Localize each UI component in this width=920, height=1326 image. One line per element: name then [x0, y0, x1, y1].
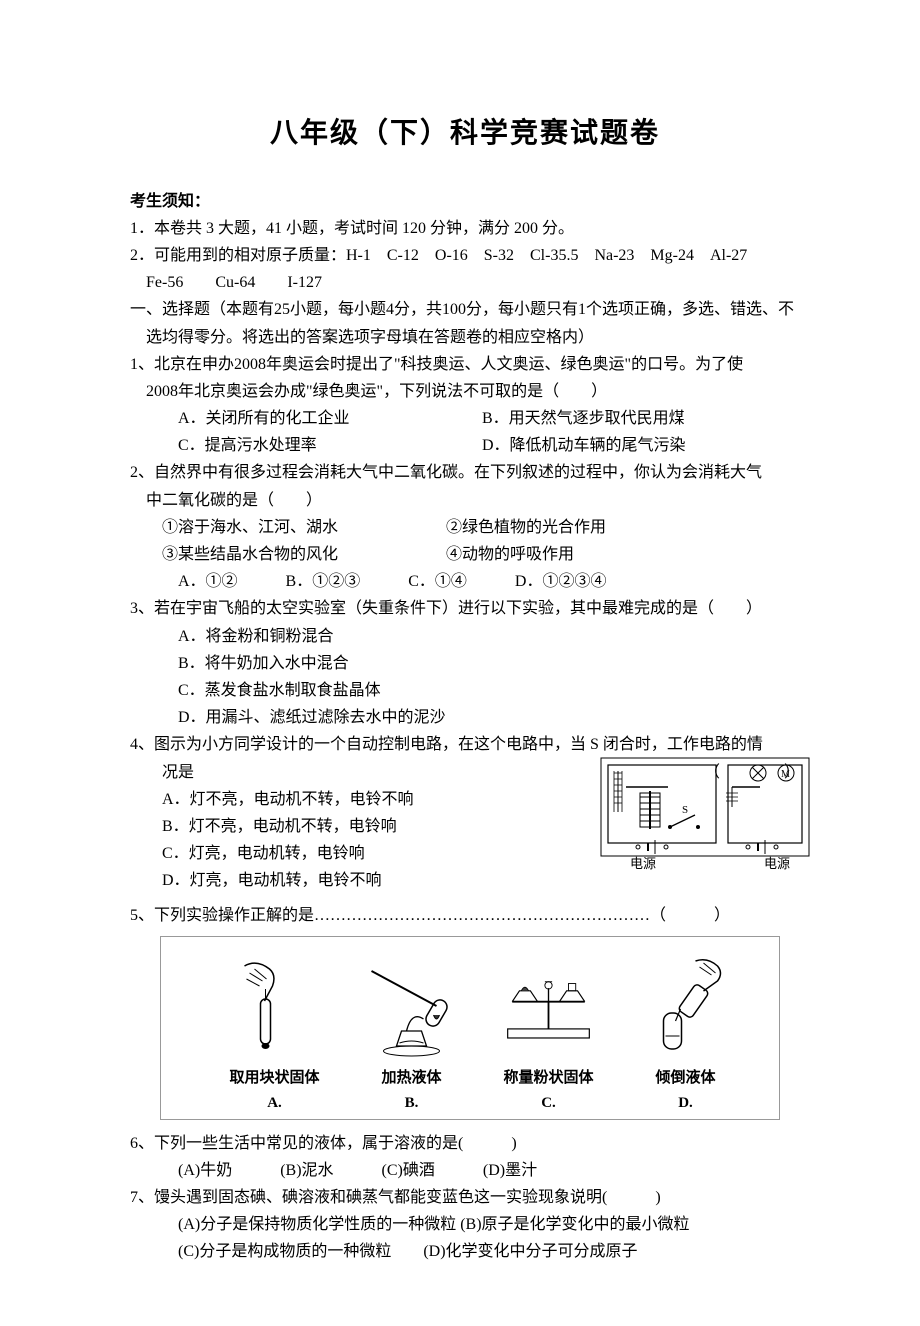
- notice-line-3: Fe-56 Cu-64 I-127: [130, 269, 800, 296]
- section1-text: 一、选择题（本题有25小题，每小题4分，共100分，每小题只有1个选项正确，多选…: [130, 301, 794, 345]
- q5-item-d: [622, 951, 749, 1066]
- q5-figure-box: 取用块状固体A. 加热液体B. 称量粉状固体C. 倾倒液体D.: [160, 936, 780, 1120]
- q2-item-2: ②绿色植物的光合作用: [446, 519, 606, 536]
- q7-line2: (C)分子是构成物质的一种微粒 (D)化学变化中分子可分成原子: [130, 1238, 800, 1265]
- q5-stem: 5、下列实验操作正解的是………………………………………………………（ ）: [130, 902, 800, 929]
- q6-options: (A)牛奶 (B)泥水 (C)碘酒 (D)墨汁: [130, 1157, 800, 1184]
- q5-cap-a: 取用块状固体: [229, 1066, 319, 1092]
- q2-items-row1: ①溶于海水、江河、湖水 ②绿色植物的光合作用: [130, 514, 800, 541]
- q4-block: 4、图示为小方同学设计的一个自动控制电路，在这个电路中，当 S 闭合时，工作电路…: [130, 731, 800, 894]
- q1-opt-a: A．关闭所有的化工企业: [178, 405, 478, 432]
- q1-options-row2: C．提高污水处理率 D．降低机动车辆的尾气污染: [130, 432, 800, 459]
- q4-label-left: 电源: [630, 853, 656, 875]
- circuit-svg: S M: [600, 757, 810, 857]
- q5-item-b: [348, 951, 475, 1066]
- q3-opt-b: B．将牛奶加入水中混合: [130, 650, 800, 677]
- q4-label-right: 电源: [764, 853, 790, 875]
- q2-item-3: ③某些结晶水合物的风化: [162, 541, 442, 568]
- q4-circuit-diagram: S M: [600, 757, 810, 857]
- q5-item-c: [485, 951, 612, 1066]
- exam-page: 八年级（下）科学竞赛试题卷 考生须知： 1．本卷共 3 大题，41 小题，考试时…: [0, 0, 920, 1326]
- q1-options-row1: A．关闭所有的化工企业 B．用天然气逐步取代民用煤: [130, 405, 800, 432]
- q1-stem-2: 2008年北京奥运会办成"绿色奥运"，下列说法不可取的是（ ）: [130, 378, 800, 405]
- q5-svg-c: [485, 951, 612, 1066]
- svg-text:M: M: [781, 769, 790, 780]
- q1-stem-1: 1、北京在申办2008年奥运会时提出了"科技奥运、人文奥运、绿色奥运"的口号。为…: [130, 351, 800, 378]
- notice-line-2: 2．可能用到的相对原子质量：H-1 C-12 O-16 S-32 Cl-35.5…: [130, 242, 800, 269]
- q2-stem-2: 中二氧化碳的是（ ）: [130, 487, 800, 514]
- q1-opt-b: B．用天然气逐步取代民用煤: [482, 405, 685, 432]
- q2-item-4: ④动物的呼吸作用: [446, 546, 574, 563]
- svg-text:S: S: [682, 804, 688, 816]
- q1-opt-d: D．降低机动车辆的尾气污染: [482, 432, 686, 459]
- q5-svg-a: [211, 951, 338, 1066]
- q3-opt-d: D．用漏斗、滤纸过滤除去水中的泥沙: [130, 704, 800, 731]
- q2-item-1: ①溶于海水、江河、湖水: [162, 514, 442, 541]
- q6-stem: 6、下列一些生活中常见的液体，属于溶液的是( ): [130, 1130, 800, 1157]
- section1-header: 一、选择题（本题有25小题，每小题4分，共100分，每小题只有1个选项正确，多选…: [130, 296, 800, 350]
- q2-stem-1: 2、自然界中有很多过程会消耗大气中二氧化碳。在下列叙述的过程中，你认为会消耗大气: [130, 459, 800, 486]
- notice-header: 考生须知：: [130, 188, 800, 215]
- notice-line-1: 1．本卷共 3 大题，41 小题，考试时间 120 分钟，满分 200 分。: [130, 215, 800, 242]
- q3-stem: 3、若在宇宙飞船的太空实验室（失重条件下）进行以下实验，其中最难完成的是（ ）: [130, 595, 800, 622]
- q5-lb: B.: [405, 1091, 419, 1117]
- q5-la: A.: [267, 1091, 282, 1117]
- q5-ld: D.: [678, 1091, 693, 1117]
- q5-lc: C.: [541, 1091, 556, 1117]
- q5-item-a: [211, 951, 338, 1066]
- q1-opt-c: C．提高污水处理率: [178, 432, 478, 459]
- q2-items-row2: ③某些结晶水合物的风化 ④动物的呼吸作用: [130, 541, 800, 568]
- q5-cap-d: 倾倒液体: [655, 1066, 715, 1092]
- q3-opt-c: C．蒸发食盐水制取食盐晶体: [130, 677, 800, 704]
- q5-svg-b: [348, 951, 475, 1066]
- q5-svg-d: [622, 951, 749, 1066]
- q5-cap-c: 称量粉状固体: [503, 1066, 593, 1092]
- q5-cap-b: 加热液体: [381, 1066, 441, 1092]
- q2-options: A．①② B．①②③ C．①④ D．①②③④: [130, 568, 800, 595]
- q3-opt-a: A．将金粉和铜粉混合: [130, 623, 800, 650]
- q4-stem-1: 4、图示为小方同学设计的一个自动控制电路，在这个电路中，当 S 闭合时，工作电路…: [130, 731, 800, 758]
- page-title: 八年级（下）科学竞赛试题卷: [130, 110, 800, 158]
- q7-line1: (A)分子是保持物质化学性质的一种微粒 (B)原子是化学变化中的最小微粒: [130, 1211, 800, 1238]
- q4-stem-2-left: 况是: [130, 759, 194, 786]
- q7-stem: 7、馒头遇到固态碘、碘溶液和碘蒸气都能变蓝色这一实验现象说明( ): [130, 1184, 800, 1211]
